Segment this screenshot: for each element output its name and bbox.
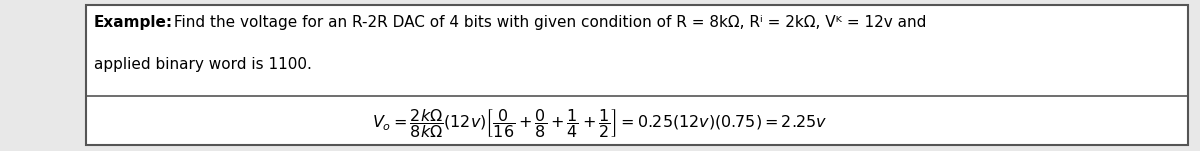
Text: Find the voltage for an R-2R DAC of 4 bits with given condition of R = 8kΩ, Rⁱ =: Find the voltage for an R-2R DAC of 4 bi… bbox=[169, 15, 926, 30]
Text: applied binary word is 1100.: applied binary word is 1100. bbox=[94, 57, 312, 72]
Text: Example:: Example: bbox=[94, 15, 173, 30]
FancyBboxPatch shape bbox=[86, 5, 1188, 145]
Text: $V_o = \dfrac{2k\Omega}{8k\Omega}(12v)\left[\dfrac{0}{16}+\dfrac{0}{8}+\dfrac{1}: $V_o = \dfrac{2k\Omega}{8k\Omega}(12v)\l… bbox=[372, 107, 828, 140]
